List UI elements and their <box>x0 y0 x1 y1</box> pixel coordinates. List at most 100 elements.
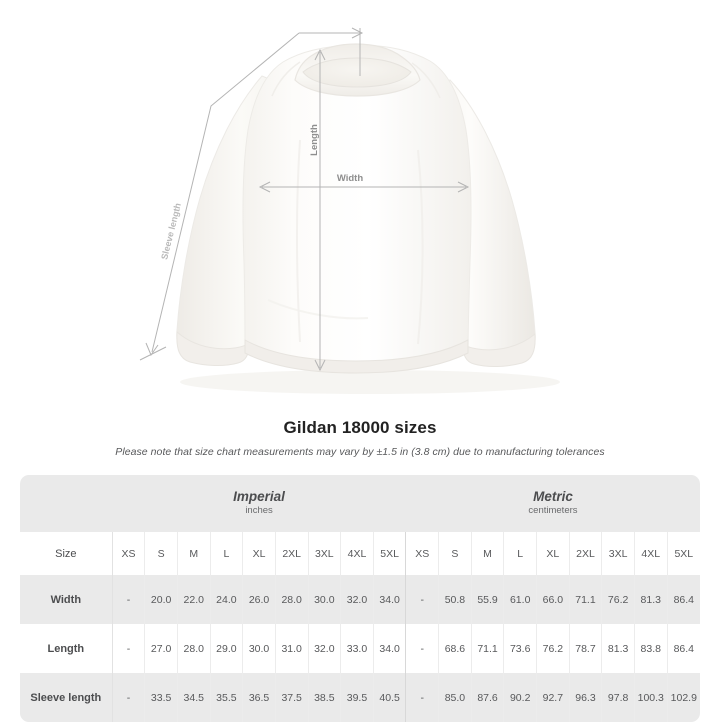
cell-width-cm-2xl: 71.1 <box>569 575 603 624</box>
cell-width-in-4xl: 32.0 <box>340 575 374 624</box>
size-header-imperial-5xl: 5XL <box>373 532 407 575</box>
cell-length-in-s: 27.0 <box>144 624 178 673</box>
cell-sleeve-length-in-5xl: 40.5 <box>373 673 407 722</box>
cell-length-in-xs: - <box>112 624 146 673</box>
size-header-metric-3xl: 3XL <box>601 532 635 575</box>
cell-width-in-2xl: 28.0 <box>275 575 309 624</box>
size-header-metric-l: L <box>503 532 538 575</box>
size-header-metric-2xl: 2XL <box>569 532 603 575</box>
cell-length-in-4xl: 33.0 <box>340 624 374 673</box>
cell-width-in-xl: 26.0 <box>242 575 276 624</box>
cell-sleeve-length-cm-s: 85.0 <box>438 673 472 722</box>
cell-length-in-5xl: 34.0 <box>373 624 407 673</box>
cell-length-cm-xs: - <box>405 624 440 673</box>
fold-line-left <box>296 139 301 343</box>
cell-sleeve-length-in-xl: 36.5 <box>242 673 276 722</box>
garment-illustration: Width Length Sleeve length Width Length … <box>139 27 560 394</box>
cell-width-in-3xl: 30.0 <box>308 575 342 624</box>
cell-length-in-3xl: 32.0 <box>308 624 342 673</box>
cell-sleeve-length-cm-m: 87.6 <box>471 673 505 722</box>
size-header-metric-5xl: 5XL <box>667 532 700 575</box>
cell-sleeve-length-cm-2xl: 96.3 <box>569 673 603 722</box>
table-row: Sleeve length -33.5 34.5 35.5 36.5 37.5 38.5 39… <box>20 673 700 722</box>
measurement-label-length: Length <box>20 624 113 673</box>
size-header-metric-4xl: 4XL <box>634 532 668 575</box>
sweatshirt-diagram: Width Length Sleeve length <box>139 27 560 394</box>
cell-length-cm-2xl: 78.7 <box>569 624 603 673</box>
cell-sleeve-length-in-2xl: 37.5 <box>275 673 309 722</box>
cell-width-cm-4xl: 81.3 <box>634 575 668 624</box>
unit-header-row: Imperial inches Metric centimeters <box>20 475 700 532</box>
cell-length-cm-4xl: 83.8 <box>634 624 668 673</box>
cell-width-cm-l: 61.0 <box>503 575 538 624</box>
cell-sleeve-length-in-4xl: 39.5 <box>340 673 374 722</box>
size-header-imperial-l: L <box>210 532 244 575</box>
width-arrow-right <box>457 181 470 193</box>
cell-sleeve-length-cm-3xl: 97.8 <box>601 673 635 722</box>
left-cuff <box>176 330 251 366</box>
cell-width-cm-xl: 66.0 <box>536 575 570 624</box>
size-header-imperial-m: M <box>177 532 211 575</box>
cell-width-in-5xl: 34.0 <box>373 575 407 624</box>
cell-width-cm-m: 55.9 <box>471 575 505 624</box>
right-cuff <box>461 332 536 367</box>
cell-length-cm-5xl: 86.4 <box>667 624 700 673</box>
cell-sleeve-length-cm-xs: - <box>405 673 440 722</box>
size-header-metric-xs: XS <box>405 532 440 575</box>
size-header-metric-s: S <box>438 532 472 575</box>
cell-sleeve-length-in-3xl: 38.5 <box>308 673 342 722</box>
cell-length-cm-3xl: 81.3 <box>601 624 635 673</box>
cell-width-cm-3xl: 76.2 <box>601 575 635 624</box>
size-header-row: Size XS S M L XL 2XL 3XL 4XL 5XL XS S M L XL 2XL 3XL 4XL 5… <box>20 532 700 575</box>
cell-length-cm-xl: 76.2 <box>536 624 570 673</box>
cell-length-cm-m: 71.1 <box>471 624 505 673</box>
cell-length-in-xl: 30.0 <box>242 624 276 673</box>
tolerance-note: Please note that size chart measurements… <box>115 446 605 458</box>
cell-width-cm-xs: - <box>405 575 440 624</box>
sleeve-length-label: Sleeve length <box>159 202 183 261</box>
garment-shadow <box>180 370 560 394</box>
size-header-imperial-2xl: 2XL <box>275 532 309 575</box>
measurement-label-sleeve-length: Sleeve length <box>20 673 113 722</box>
fold-line-lower <box>267 299 369 320</box>
length-arrow-bottom <box>314 359 326 372</box>
cell-width-in-xs: - <box>112 575 146 624</box>
unit-header-imperial: Imperial inches <box>112 475 406 532</box>
measurement-label-width: Width <box>20 575 113 624</box>
unit-subtitle: inches <box>245 505 273 517</box>
size-header-imperial-s: S <box>144 532 178 575</box>
cell-sleeve-length-cm-l: 90.2 <box>503 673 538 722</box>
size-chart-table: Imperial inches Metric centimeters Size XS S M L… <box>20 475 700 722</box>
size-header-imperial-xl: XL <box>242 532 276 575</box>
length-arrow-top <box>314 48 326 61</box>
fold-line-right <box>417 149 424 345</box>
unit-name: Metric <box>533 488 573 504</box>
cell-width-in-l: 24.0 <box>210 575 244 624</box>
sleeve-arrow-bottom <box>145 342 159 357</box>
size-header-imperial-4xl: 4XL <box>340 532 374 575</box>
width-arrow-left <box>258 181 271 193</box>
cell-width-in-m: 22.0 <box>177 575 211 624</box>
cell-length-cm-l: 73.6 <box>503 624 538 673</box>
size-chart-table-wrapper: Imperial inches Metric centimeters Size XS S M L… <box>20 475 700 722</box>
unit-name: Imperial <box>233 488 285 504</box>
cell-width-cm-5xl: 86.4 <box>667 575 700 624</box>
title-block: Gildan 18000 sizes Please note that size… <box>0 410 720 458</box>
size-header-imperial-xs: XS <box>112 532 146 575</box>
cell-sleeve-length-cm-xl: 92.7 <box>536 673 570 722</box>
cell-width-in-s: 20.0 <box>144 575 178 624</box>
table-row: Length -27.0 28.0 29.0 30.0 31.0 32.0 33.0 34.0-… <box>20 624 700 673</box>
unit-subtitle: centimeters <box>528 505 578 517</box>
cell-length-in-l: 29.0 <box>210 624 244 673</box>
size-header-label: Size <box>20 532 113 575</box>
cell-length-cm-s: 68.6 <box>438 624 472 673</box>
shoulder-arrow-right <box>351 27 364 39</box>
right-shoulder-seam <box>411 62 441 99</box>
sleeve-measure-line <box>151 32 300 353</box>
cell-width-cm-s: 50.8 <box>438 575 472 624</box>
cell-length-in-m: 28.0 <box>177 624 211 673</box>
unit-header-metric: Metric centimeters <box>405 475 700 532</box>
page-title: Gildan 18000 sizes <box>283 418 437 437</box>
table-row: Width -20.0 22.0 24.0 26.0 28.0 30.0 32.0 34.0-5… <box>20 575 700 624</box>
size-header-metric-xl: XL <box>536 532 570 575</box>
